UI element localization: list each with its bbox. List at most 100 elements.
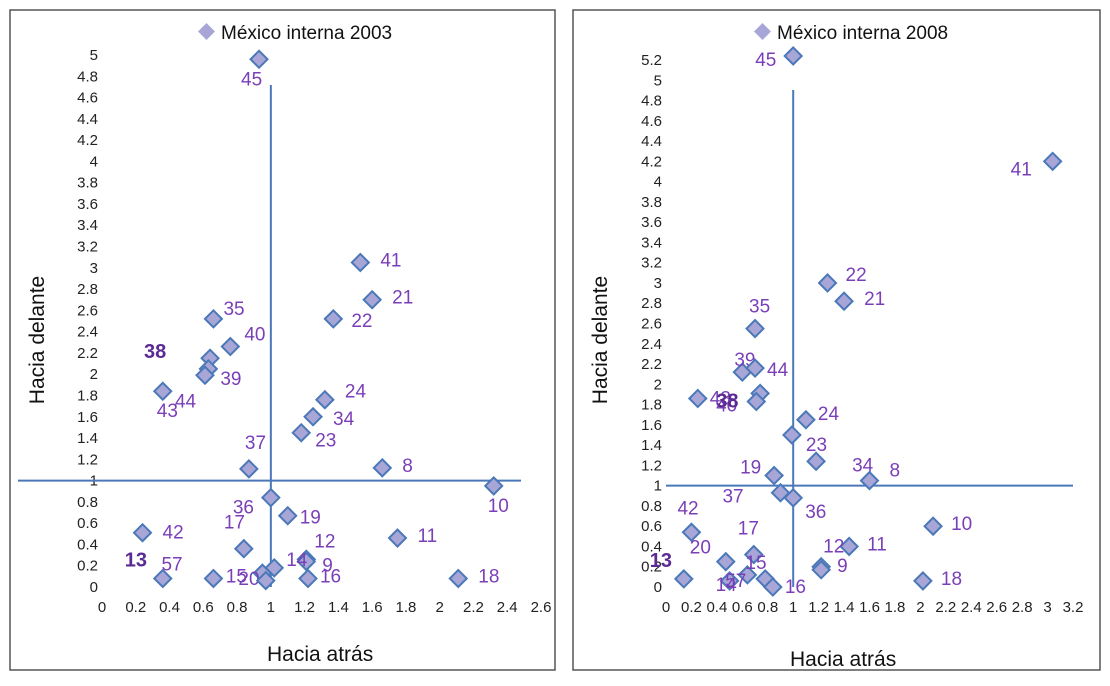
data-point-marker	[298, 568, 318, 589]
x-tick-label: 3	[1043, 599, 1051, 616]
y-tick-label: 3.8	[77, 175, 98, 192]
data-point-marker	[719, 571, 740, 591]
x-tick-label: 1.2	[294, 599, 315, 616]
y-axis-title: Hacia delante	[589, 276, 612, 404]
data-point-label: 34	[852, 455, 874, 476]
x-tick-label: 1	[789, 599, 797, 616]
data-point-marker	[783, 46, 804, 66]
data-point-label: 20	[238, 569, 259, 590]
data-point-marker	[913, 571, 933, 591]
data-point-label: 40	[716, 395, 737, 416]
data-point-marker	[132, 522, 153, 543]
y-tick-label: 2.8	[641, 295, 662, 312]
data-point-marker	[1042, 151, 1063, 172]
data-point-label: 21	[864, 289, 885, 310]
panel-2008: México interna 200800.20.40.60.811.21.41…	[572, 9, 1101, 671]
y-tick-label: 1.6	[641, 417, 662, 434]
y-tick-label: 2	[654, 376, 662, 393]
y-tick-label: 2.6	[77, 302, 98, 319]
legend-label: México interna 2003	[221, 23, 392, 44]
x-tick-label: 0.2	[125, 599, 146, 616]
data-point-marker	[372, 457, 393, 478]
data-point-marker	[195, 365, 215, 386]
panel-frame	[572, 9, 1101, 671]
data-point-label: 35	[223, 299, 244, 320]
data-point-label: 14	[286, 550, 308, 571]
data-point-label: 19	[740, 458, 761, 479]
y-tick-label: 1.6	[77, 409, 98, 426]
panel-2003: México interna 2003 0 0.2 0.4 0.6 0.8 1 1.2 1.4 1…	[9, 9, 556, 671]
x-tick-label: 2.6	[986, 599, 1007, 616]
y-tick-label: 1.2	[77, 451, 98, 468]
data-point-label: 8	[890, 461, 901, 482]
y-tick-label: 3.8	[641, 194, 662, 211]
x-tick-label: 2.4	[497, 599, 518, 616]
y-tick-label: 3.2	[77, 239, 98, 256]
y-tick-label: 2.4	[641, 336, 662, 353]
data-point-marker	[255, 570, 276, 591]
y-tick-label: 3	[654, 275, 662, 292]
data-point-marker	[260, 487, 281, 508]
y-tick-label: 1	[654, 478, 662, 495]
data-point-label: 21	[392, 288, 413, 309]
x-tick-label: 1.4	[328, 599, 349, 616]
data-point-label: 57	[161, 554, 182, 575]
data-point-marker	[483, 476, 504, 496]
data-point-label: 38	[716, 391, 738, 413]
data-point-label: 43	[710, 388, 731, 409]
data-point-marker	[203, 308, 224, 329]
data-point-marker	[811, 559, 832, 580]
data-point-marker	[764, 465, 785, 486]
y-axis-title: Hacia delante	[26, 276, 49, 404]
data-point-marker	[796, 409, 816, 430]
y-tick-label: 1.8	[641, 397, 662, 414]
y-tick-label: 5	[654, 72, 662, 89]
data-point-label: 11	[867, 534, 887, 555]
data-point-marker	[291, 422, 312, 443]
data-point-marker	[387, 528, 408, 548]
y-tick-label: 3.6	[77, 196, 98, 213]
x-axis-title: Hacia atrás	[267, 643, 373, 666]
x-tick-label: 1	[267, 599, 275, 616]
data-point-label: 23	[315, 431, 336, 452]
data-point-label: 11	[417, 526, 437, 547]
data-point-marker	[203, 568, 224, 589]
x-tick-label: 0.4	[159, 599, 180, 616]
data-point-marker	[923, 516, 943, 537]
data-point-label: 14	[716, 575, 738, 596]
x-tick-label: 0	[662, 599, 670, 616]
y-tick-label: 1.2	[641, 457, 662, 474]
x-tick-label: 0.6	[193, 599, 214, 616]
data-point-label: 42	[677, 498, 698, 519]
data-point-marker	[762, 577, 783, 597]
y-tick-label: 0	[654, 579, 662, 596]
data-point-marker	[152, 568, 173, 589]
data-point-label: 12	[823, 537, 844, 558]
x-tick-label: 3.2	[1063, 599, 1084, 616]
x-tick-label: 0.2	[681, 599, 702, 616]
data-point-marker	[859, 470, 880, 491]
y-tick-label: 2.8	[77, 281, 98, 298]
data-point-label: 24	[345, 382, 367, 403]
data-point-label: 41	[1011, 159, 1032, 180]
data-point-label: 9	[837, 556, 848, 577]
y-tick-label: 1.8	[77, 387, 98, 404]
y-tick-label: 4	[90, 153, 98, 170]
data-point-label: 45	[755, 50, 776, 71]
data-point-marker	[350, 252, 371, 273]
x-tick-label: 2	[916, 599, 924, 616]
y-tick-label: 1.4	[641, 437, 662, 454]
x-tick-label: 1.6	[362, 599, 383, 616]
data-point-marker	[323, 308, 344, 329]
data-point-label: 22	[351, 311, 372, 332]
data-point-marker	[362, 289, 383, 310]
x-tick-label: 2.8	[1012, 599, 1033, 616]
data-point-marker	[746, 391, 767, 412]
data-point-marker	[152, 381, 173, 402]
y-tick-label: 3	[90, 260, 98, 277]
x-tick-label: 1.2	[808, 599, 829, 616]
data-point-marker	[782, 425, 802, 445]
y-tick-label: 3.4	[77, 217, 98, 234]
